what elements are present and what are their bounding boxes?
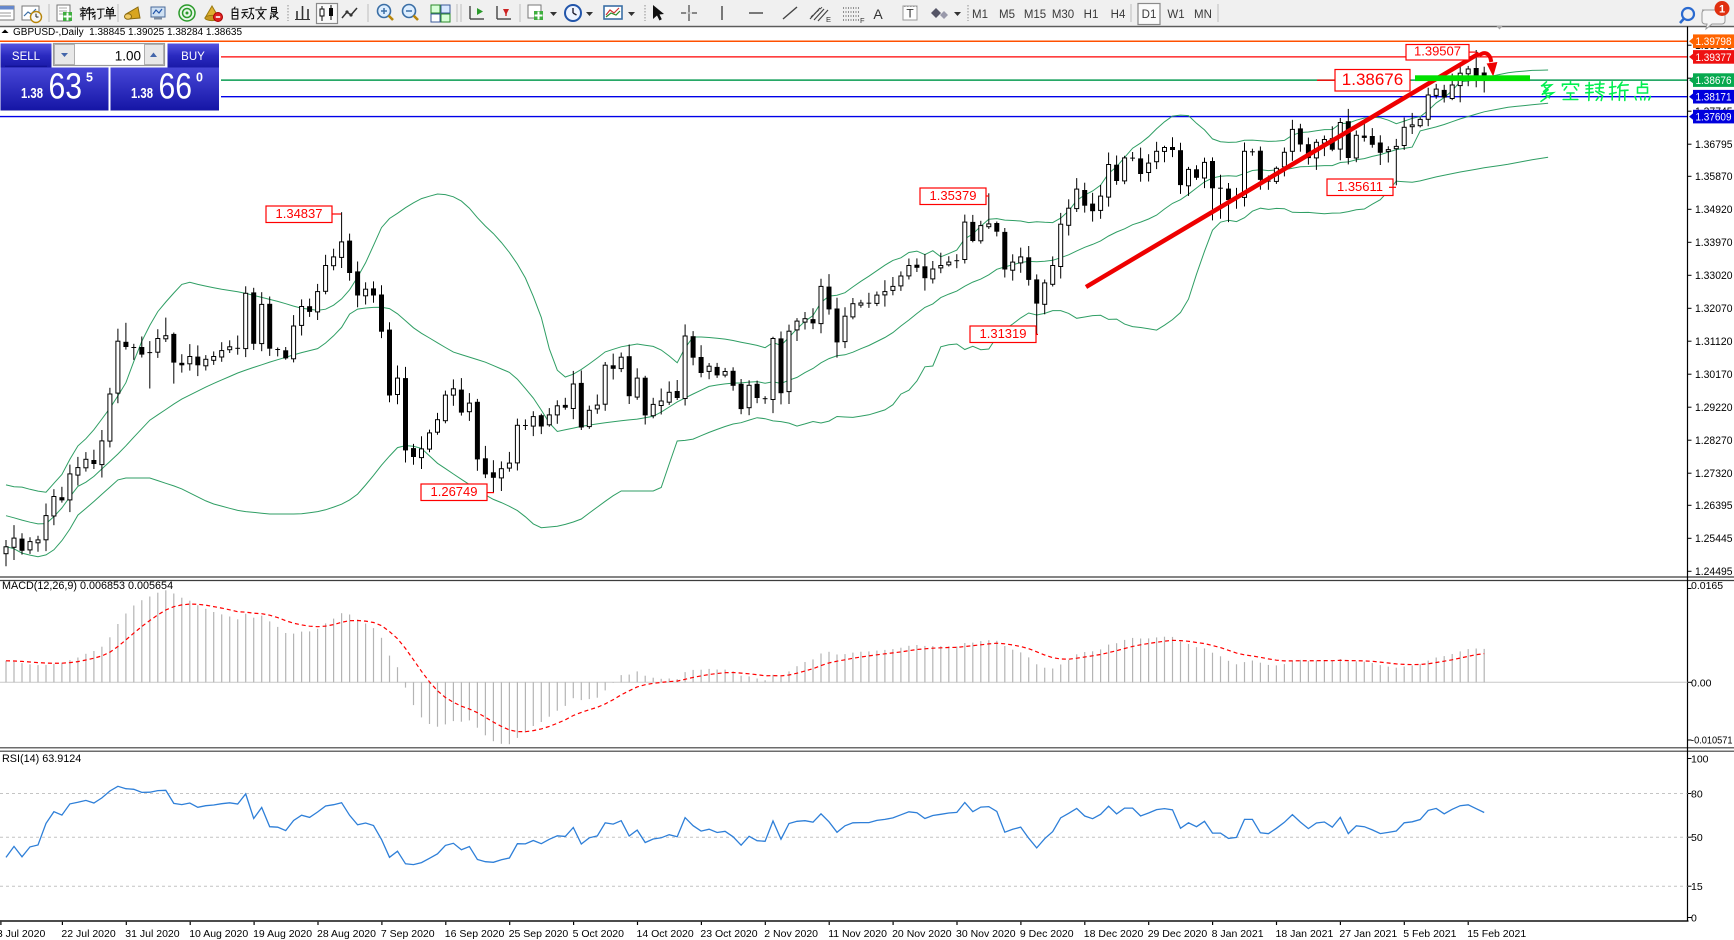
svg-text:SELL: SELL	[12, 51, 41, 63]
svg-text:1.38: 1.38	[21, 85, 43, 102]
svg-text:22 Jul 2020: 22 Jul 2020	[61, 928, 115, 940]
svg-text:M30: M30	[1052, 9, 1074, 21]
svg-text:T: T	[906, 7, 914, 21]
svg-text:30 Nov 2020: 30 Nov 2020	[956, 928, 1016, 940]
svg-text:W1: W1	[1167, 9, 1184, 21]
svg-text:18 Dec 2020: 18 Dec 2020	[1084, 928, 1144, 940]
svg-text:0: 0	[1691, 912, 1697, 924]
svg-text:5 Oct 2020: 5 Oct 2020	[573, 928, 625, 940]
svg-text:7 Sep 2020: 7 Sep 2020	[381, 928, 435, 940]
svg-text:100: 100	[1691, 753, 1709, 765]
svg-text:13 Jul 2020: 13 Jul 2020	[0, 928, 45, 940]
svg-text:16 Sep 2020: 16 Sep 2020	[445, 928, 505, 940]
svg-text:RSI(14) 63.9124: RSI(14) 63.9124	[2, 753, 81, 765]
svg-text:1.28270: 1.28270	[1695, 435, 1733, 447]
svg-text:E: E	[826, 15, 831, 24]
svg-text:1.31319: 1.31319	[980, 326, 1027, 341]
svg-text:1.30170: 1.30170	[1695, 369, 1733, 381]
svg-text:1.38676: 1.38676	[1342, 70, 1403, 89]
svg-text:1.27320: 1.27320	[1695, 468, 1733, 480]
svg-text:15: 15	[1691, 881, 1703, 893]
svg-text:1.34920: 1.34920	[1695, 204, 1733, 216]
svg-text:1.34837: 1.34837	[276, 206, 323, 221]
svg-text:1.24495: 1.24495	[1695, 566, 1733, 578]
svg-text:80: 80	[1691, 788, 1703, 800]
svg-text:14 Oct 2020: 14 Oct 2020	[637, 928, 694, 940]
svg-text:9 Dec 2020: 9 Dec 2020	[1020, 928, 1074, 940]
svg-text:19 Aug 2020: 19 Aug 2020	[253, 928, 312, 940]
svg-text:0.00: 0.00	[1691, 677, 1712, 689]
svg-text:1.35870: 1.35870	[1695, 171, 1733, 183]
svg-text:29 Dec 2020: 29 Dec 2020	[1148, 928, 1208, 940]
svg-text:H4: H4	[1111, 9, 1126, 21]
svg-text:50: 50	[1691, 832, 1703, 844]
svg-text:BUY: BUY	[181, 51, 205, 63]
svg-text:M15: M15	[1024, 9, 1046, 21]
svg-text:1.38: 1.38	[131, 85, 153, 102]
svg-text:25 Sep 2020: 25 Sep 2020	[509, 928, 569, 940]
svg-text:1.39798: 1.39798	[1696, 36, 1732, 48]
svg-text:5 Feb 2021: 5 Feb 2021	[1403, 928, 1456, 940]
svg-text:-0.010571: -0.010571	[1691, 735, 1733, 747]
svg-text:1.35611: 1.35611	[1337, 179, 1383, 194]
svg-text:1.25445: 1.25445	[1695, 533, 1733, 545]
svg-text:1.26749: 1.26749	[431, 484, 478, 499]
svg-text:63: 63	[49, 66, 83, 107]
svg-text:66: 66	[159, 66, 193, 107]
svg-text:1.33970: 1.33970	[1695, 237, 1733, 249]
svg-text:1.35379: 1.35379	[930, 188, 977, 203]
svg-text:0.0165: 0.0165	[1691, 580, 1723, 592]
svg-text:H1: H1	[1084, 9, 1099, 21]
svg-text:27 Jan 2021: 27 Jan 2021	[1339, 928, 1397, 940]
svg-text:1.38171: 1.38171	[1696, 92, 1732, 104]
svg-text:1.00: 1.00	[115, 49, 141, 64]
svg-text:23 Oct 2020: 23 Oct 2020	[700, 928, 757, 940]
svg-text:1.37609: 1.37609	[1696, 112, 1732, 124]
svg-text:1.33020: 1.33020	[1695, 270, 1733, 282]
svg-text:1.26395: 1.26395	[1695, 500, 1733, 512]
svg-text:MACD(12,26,9) 0.006853 0.00565: MACD(12,26,9) 0.006853 0.005654	[2, 580, 173, 592]
svg-text:M1: M1	[972, 9, 988, 21]
svg-text:15 Feb 2021: 15 Feb 2021	[1467, 928, 1526, 940]
svg-text:20 Nov 2020: 20 Nov 2020	[892, 928, 952, 940]
svg-text:1.38676: 1.38676	[1696, 75, 1732, 87]
svg-text:1.36795: 1.36795	[1695, 139, 1733, 151]
svg-text:1.39377: 1.39377	[1696, 52, 1732, 64]
svg-text:28 Aug 2020: 28 Aug 2020	[317, 928, 376, 940]
svg-text:8 Jan 2021: 8 Jan 2021	[1212, 928, 1264, 940]
svg-text:1.31120: 1.31120	[1695, 336, 1733, 348]
svg-text:M5: M5	[999, 9, 1015, 21]
svg-text:A: A	[873, 6, 883, 22]
svg-text:1.39507: 1.39507	[1414, 44, 1461, 59]
svg-text:11 Nov 2020: 11 Nov 2020	[828, 928, 887, 940]
svg-text:1.29220: 1.29220	[1695, 402, 1733, 414]
svg-text:1.32070: 1.32070	[1695, 303, 1733, 315]
svg-text:F: F	[860, 16, 865, 25]
svg-text:D1: D1	[1142, 9, 1157, 21]
svg-text:0: 0	[196, 71, 203, 85]
svg-text:MN: MN	[1194, 9, 1212, 21]
svg-text:GBPUSD-,Daily 1.38845 1.39025: GBPUSD-,Daily 1.38845 1.39025 1.38284 1.…	[13, 27, 242, 38]
svg-text:31 Jul 2020: 31 Jul 2020	[125, 928, 179, 940]
svg-text:5: 5	[86, 71, 93, 85]
svg-text:1: 1	[1719, 4, 1725, 16]
svg-text:18 Jan 2021: 18 Jan 2021	[1276, 928, 1334, 940]
svg-text:10 Aug 2020: 10 Aug 2020	[189, 928, 248, 940]
svg-text:2 Nov 2020: 2 Nov 2020	[764, 928, 818, 940]
